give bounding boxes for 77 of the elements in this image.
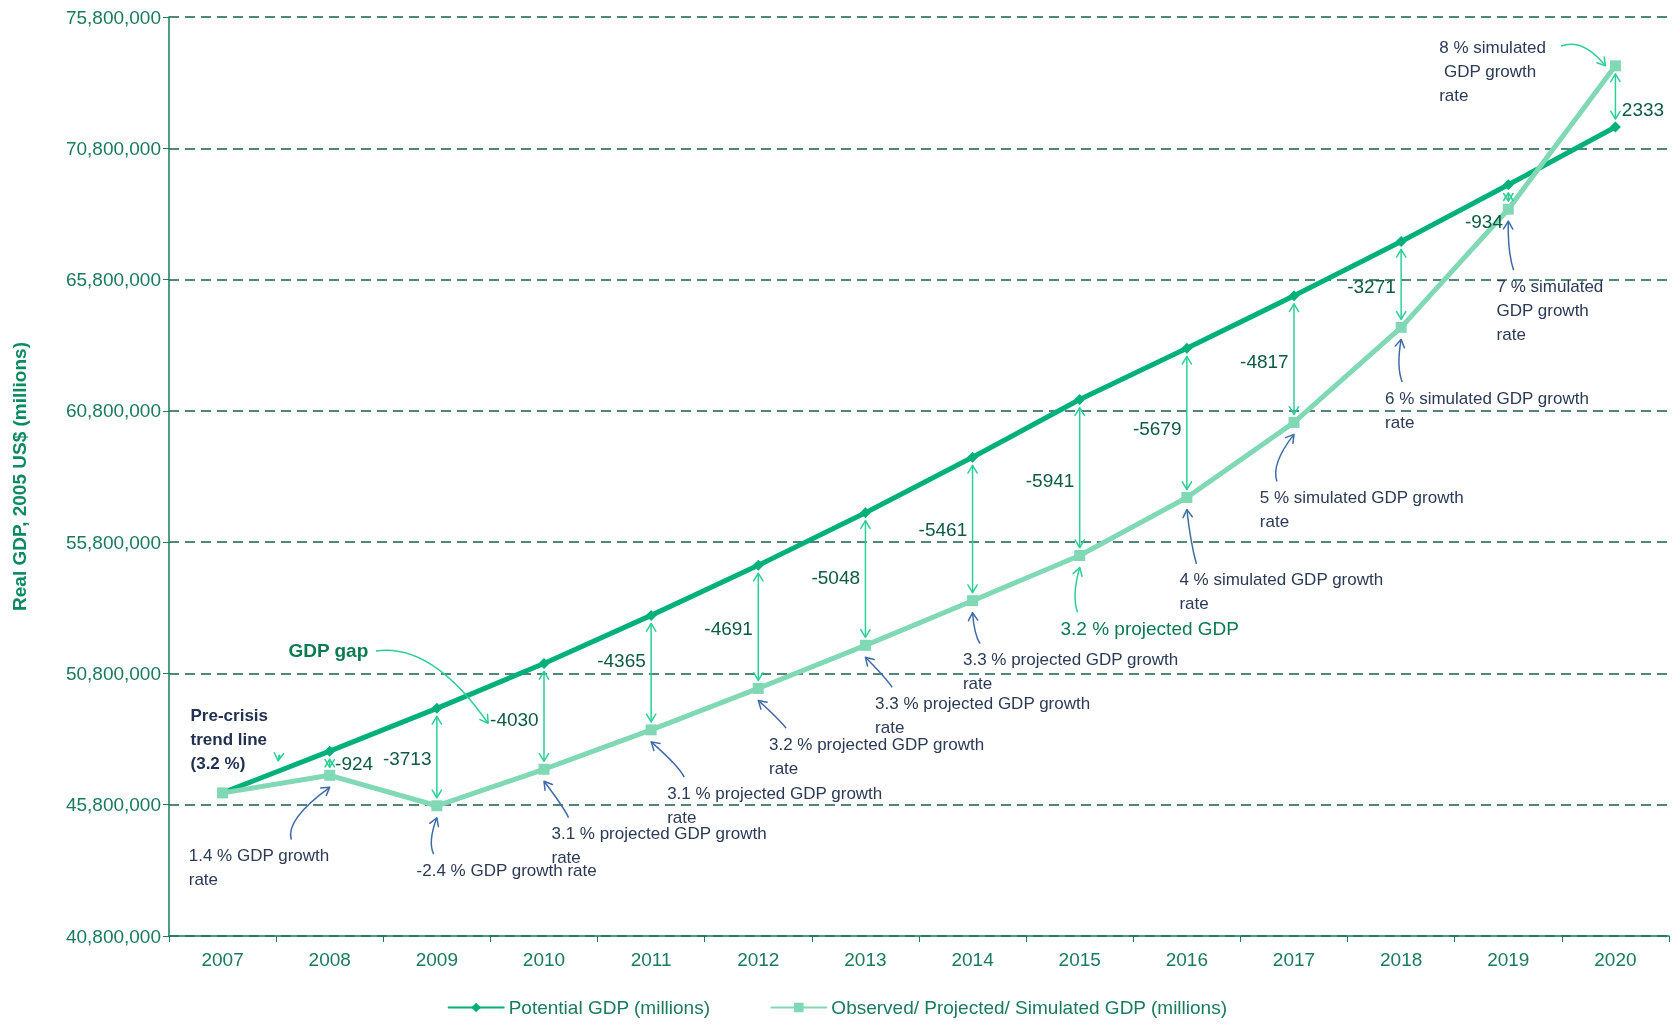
y-tick-label: 40,800,000 <box>65 925 161 947</box>
x-tick-label: 2018 <box>1380 949 1423 970</box>
point <box>967 451 979 463</box>
x-tick-label: 2020 <box>1594 949 1637 970</box>
y-tick-label: 60,800,000 <box>65 400 161 422</box>
x-tick-label: 2007 <box>201 949 244 970</box>
x-tick-label: 2015 <box>1058 949 1101 970</box>
annotation: -924 <box>335 752 374 774</box>
point <box>859 639 871 651</box>
annotation: 5 % simulated GDP growth rate <box>1259 487 1469 531</box>
y-tick-label: 45,800,000 <box>65 794 161 816</box>
point <box>752 559 764 571</box>
annotation: -4817 <box>1240 350 1289 372</box>
point <box>1074 550 1086 562</box>
x-tick-label: 2011 <box>630 949 672 970</box>
point <box>1288 416 1300 428</box>
annotation: -934 <box>1464 211 1504 233</box>
annotation: -5048 <box>811 567 861 589</box>
legend-label: Potential GDP (millions) <box>508 997 710 1018</box>
annotation: 8 % simulated GDP growth rate <box>1439 38 1546 106</box>
point <box>1288 290 1300 302</box>
point <box>538 657 550 669</box>
annotation: -4365 <box>597 650 646 672</box>
annotation: -5941 <box>1025 470 1075 492</box>
point <box>324 769 336 781</box>
point <box>1502 203 1514 215</box>
x-tick-label: 2012 <box>737 949 780 970</box>
y-tick-label: 50,800,000 <box>65 662 161 684</box>
point <box>645 609 657 621</box>
point <box>1502 179 1514 191</box>
y-axis-title: Real GDP, 2005 US$ (millions) <box>9 342 30 611</box>
point <box>1074 394 1086 406</box>
x-tick-label: 2014 <box>951 949 995 970</box>
point <box>1395 236 1407 247</box>
point <box>859 507 871 519</box>
point <box>1609 121 1621 133</box>
annotation: 3.3 % projected GDP growth rate <box>962 650 1183 694</box>
point <box>967 595 979 607</box>
x-tick-label: 2010 <box>522 949 566 970</box>
point <box>1181 492 1193 504</box>
point <box>324 745 336 757</box>
annotation: 3.2 % projected GDP <box>1060 617 1239 639</box>
annotation: 6 % simulated GDP growth rate <box>1385 388 1594 432</box>
point <box>1609 60 1621 72</box>
annotation: -4691 <box>704 618 753 640</box>
point <box>431 702 443 714</box>
point <box>1395 321 1407 333</box>
annotation: 4 % simulated GDP growth rate <box>1179 570 1388 614</box>
x-tick-label: 2008 <box>308 949 351 970</box>
annotation: 1.4 % GDP growth rate <box>188 846 334 890</box>
legend-label: Observed/ Projected/ Simulated GDP (millions) <box>831 997 1227 1018</box>
annotation: Pre-crisis trend line (3.2 %) <box>190 705 273 773</box>
annotation: -5679 <box>1132 417 1182 439</box>
annotation: 2333 <box>1621 98 1665 120</box>
y-tick-label: 65,800,000 <box>65 269 161 291</box>
x-tick-label: 2013 <box>844 949 887 970</box>
y-tick-label: 70,800,000 <box>65 137 161 159</box>
x-tick-label: 2016 <box>1165 949 1208 970</box>
y-tick-label: 75,800,000 <box>65 6 161 28</box>
annotation: 3.1 % projected GDP growth rate <box>667 783 888 827</box>
x-tick-label: 2017 <box>1272 949 1316 970</box>
annotation: -3713 <box>382 747 432 769</box>
x-tick-label: 2019 <box>1487 949 1530 970</box>
point <box>752 682 764 694</box>
point <box>431 800 443 812</box>
y-tick-label: 55,800,000 <box>65 531 161 553</box>
annotation: -3271 <box>1347 276 1396 298</box>
annotation: -5461 <box>918 518 968 540</box>
annotation: 7 % simulated GDP growth rate <box>1496 276 1609 344</box>
point <box>1181 342 1193 354</box>
annotation: GDP gap <box>288 640 369 662</box>
point <box>645 724 657 736</box>
annotation: -4030 <box>490 709 539 731</box>
point <box>538 763 550 775</box>
annotation: 3.2 % projected GDP growth rate <box>768 734 989 778</box>
x-tick-label: 2009 <box>415 949 458 970</box>
annotation: 3.3 % projected GDP growth rate <box>875 693 1095 737</box>
